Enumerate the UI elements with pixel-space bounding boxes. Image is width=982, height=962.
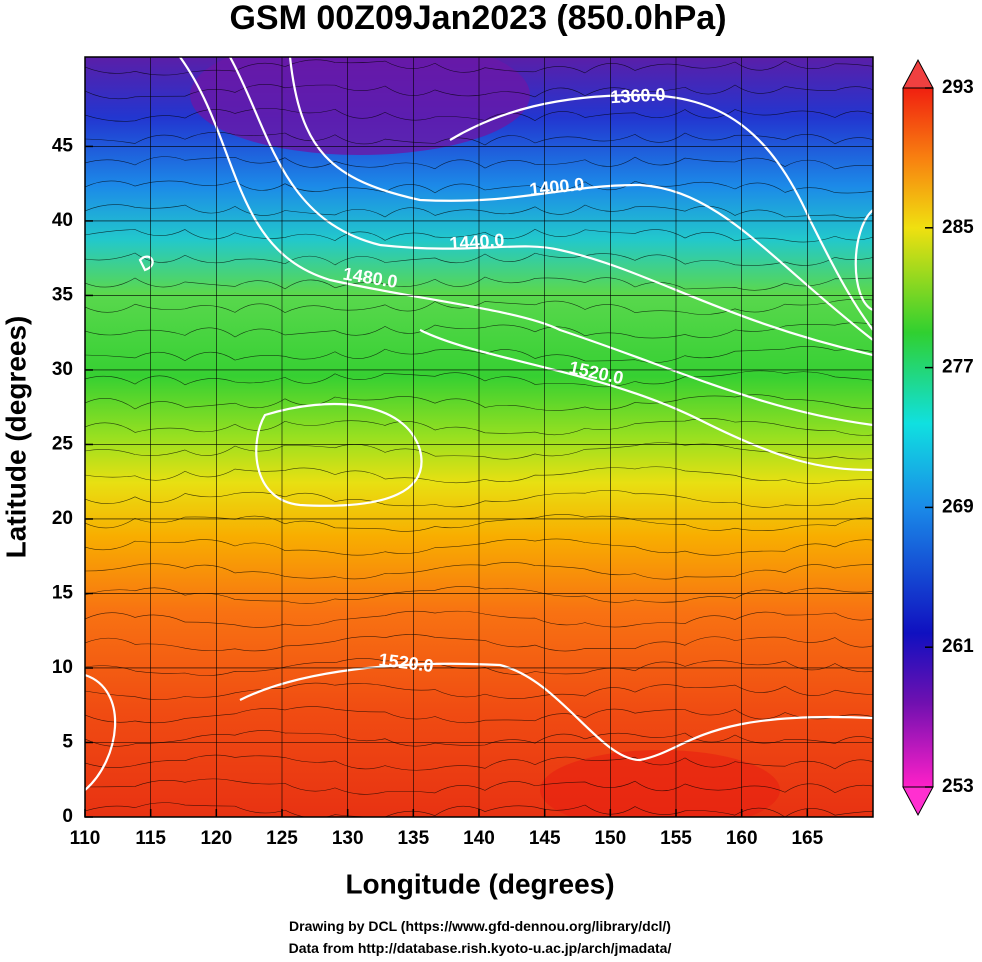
y-tick-label: 0 bbox=[62, 806, 73, 827]
y-tick-label: 45 bbox=[52, 135, 74, 156]
colorbar bbox=[902, 87, 934, 788]
contour-lines bbox=[85, 57, 873, 791]
x-tick-label: 125 bbox=[266, 828, 298, 849]
x-tick-label: 160 bbox=[726, 828, 758, 849]
x-tick-label: 165 bbox=[791, 828, 823, 849]
y-tick-label: 40 bbox=[52, 210, 73, 231]
x-tick-label: 145 bbox=[529, 828, 561, 849]
x-tick-label: 140 bbox=[463, 828, 495, 849]
x-tick-label: 135 bbox=[397, 828, 429, 849]
y-tick-label: 10 bbox=[52, 657, 73, 678]
x-tick-label: 115 bbox=[135, 828, 166, 849]
y-tick-label: 5 bbox=[62, 732, 73, 753]
colorbar-tick-label: 277 bbox=[942, 357, 974, 378]
colorbar-tick-label: 253 bbox=[942, 776, 974, 797]
colorbar-min-arrow bbox=[902, 786, 934, 817]
contour-label: 1360.0 bbox=[610, 84, 666, 107]
y-axis-label: Latitude (degrees) bbox=[0, 316, 31, 559]
contour-label: 1440.0 bbox=[449, 230, 505, 254]
x-tick-label: 120 bbox=[200, 828, 232, 849]
chart-title: GSM 00Z09Jan2023 (850.0hPa) bbox=[229, 0, 726, 37]
y-tick-label: 15 bbox=[52, 582, 74, 603]
footer-line: Data from http://database.rish.kyoto-u.a… bbox=[289, 940, 672, 956]
y-tick-label: 20 bbox=[52, 508, 73, 529]
y-tick-label: 25 bbox=[52, 433, 74, 454]
x-axis-label: Longitude (degrees) bbox=[345, 868, 614, 899]
map-field bbox=[85, 57, 873, 817]
x-tick-label: 110 bbox=[70, 828, 101, 849]
colorbar-max-arrow bbox=[902, 58, 934, 89]
colorbar-tick-label: 261 bbox=[942, 636, 974, 657]
y-tick-label: 35 bbox=[52, 284, 74, 305]
colorbar-tick-label: 293 bbox=[942, 77, 974, 98]
x-tick-label: 155 bbox=[660, 828, 692, 849]
x-tick-label: 130 bbox=[332, 828, 364, 849]
x-tick-label: 150 bbox=[594, 828, 626, 849]
colorbar-tick-label: 285 bbox=[942, 217, 974, 238]
colorbar-tick-label: 269 bbox=[942, 496, 974, 517]
footer-line: Drawing by DCL (https://www.gfd-dennou.o… bbox=[289, 918, 671, 934]
y-tick-label: 30 bbox=[52, 359, 73, 380]
